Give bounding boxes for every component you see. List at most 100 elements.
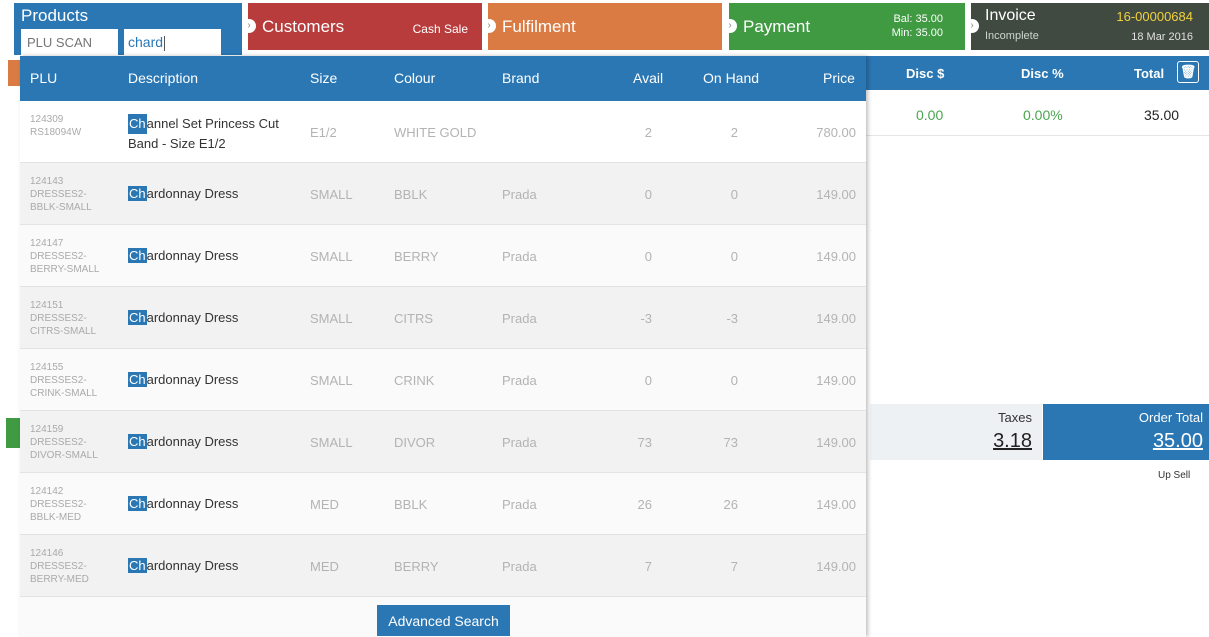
plu-sku-line1: DRESSES2- [30,561,87,572]
result-plu: 124151 DRESSES2- CITRS-SMALL [30,299,126,338]
result-size: SMALL [310,373,353,388]
text-cursor [164,35,166,51]
result-avail: 0 [644,373,652,388]
col-description: Description [128,70,199,86]
chevron-right-icon: › [723,19,737,33]
plu-sku-line2: BBLK-SMALL [30,202,92,213]
search-match-highlight: Ch [128,372,147,387]
result-avail: 2 [644,125,652,140]
result-size: SMALL [310,435,353,450]
result-plu: 124147 DRESSES2- BERRY-SMALL [30,237,126,276]
result-size: MED [310,559,339,574]
result-avail: 73 [637,435,652,450]
advanced-search-button[interactable]: Advanced Search [377,605,510,636]
plu-sku-line1: DRESSES2- [30,189,87,200]
line-disc-percent[interactable]: 0.00% [1023,107,1063,123]
result-price: 149.00 [816,559,856,574]
result-on-hand: 0 [730,187,738,202]
plu-sku-line1: RS18094W [30,127,82,138]
product-search-input[interactable]: chard [124,29,221,55]
result-colour: CRINK [394,373,435,388]
product-result-row[interactable]: 124159 DRESSES2- DIVOR-SMALL Chardonnay Dre… [20,411,866,473]
disc-percent-header: Disc % [1021,66,1064,81]
plu-sku-line2: BERRY-MED [30,574,89,585]
chevron-right-icon: › [965,19,979,33]
plu-sku-line2: CRINK-SMALL [30,388,98,399]
plu-sku-line2: DIVOR-SMALL [30,450,98,461]
step-invoice[interactable]: › Invoice Incomplete 16-00000684 18 Mar … [965,3,1209,50]
product-result-row[interactable]: 124309 RS18094W Channel Set Princess Cut Ba… [20,101,866,163]
result-colour: BERRY [394,249,439,264]
step-customers[interactable]: › Customers Cash Sale [242,3,482,50]
description-text: ardonnay Dress [146,434,239,449]
product-result-row[interactable]: 124142 DRESSES2- BBLK-MED Chardonnay Dress M… [20,473,866,535]
result-price: 149.00 [816,249,856,264]
product-result-row[interactable]: 124147 DRESSES2- BERRY-SMALL Chardonnay Dre… [20,225,866,287]
payment-label: Payment [743,17,811,36]
result-colour: BERRY [394,559,439,574]
invoice-title: Invoice [985,7,1036,24]
plu-sku-line1: DRESSES2- [30,313,87,324]
search-match-highlight: Ch [128,248,147,263]
taxes-value[interactable]: 3.18 [993,430,1032,452]
line-disc-amount[interactable]: 0.00 [916,107,944,123]
trash-icon[interactable]: 🗑 [1177,61,1199,83]
result-brand: Prada [502,559,537,574]
step-fulfilment[interactable]: › Fulfilment [482,3,722,50]
result-description: Chardonnay Dress [128,248,238,263]
result-price: 149.00 [816,373,856,388]
line-total: 35.00 [1144,107,1180,123]
plu-code: 124147 [30,238,64,249]
result-plu: 124159 DRESSES2- DIVOR-SMALL [30,423,126,462]
description-text: ardonnay Dress [146,186,239,201]
result-avail: -3 [640,311,652,326]
col-price: Price [823,70,855,86]
payment-balance: Bal: 35.00 Min: 35.00 [892,12,943,40]
col-brand: Brand [502,70,540,86]
col-avail: Avail [633,70,664,86]
search-value: chard [128,34,164,50]
search-match-highlight: Ch [128,186,147,201]
up-sell-link[interactable]: Up Sell [1158,470,1191,481]
result-plu: 124309 RS18094W [30,113,126,139]
order-line-row[interactable]: 0.00 0.00% 35.00 [866,92,1209,136]
step-products[interactable]: Products chard [14,3,242,55]
dropdown-header: PLU Description Size Colour Brand Avail … [20,56,866,101]
plu-sku-line1: DRESSES2- [30,437,87,448]
invoice-status: Incomplete [985,30,1039,42]
result-colour: BBLK [394,497,428,512]
result-price: 149.00 [816,497,856,512]
product-result-row[interactable]: 124143 DRESSES2- BBLK-SMALL Chardonnay Dres… [20,163,866,225]
partial-button-edge [8,60,20,86]
description-text: ardonnay Dress [146,248,239,263]
product-search-dropdown: PLU Description Size Colour Brand Avail … [20,56,866,637]
step-payment[interactable]: › Payment Bal: 35.00 Min: 35.00 [723,3,965,50]
product-result-row[interactable]: 124146 DRESSES2- BERRY-MED Chardonnay Dress… [20,535,866,597]
chevron-right-icon: › [482,19,496,33]
result-avail: 7 [644,559,652,574]
order-total-label: Order Total [1138,410,1203,425]
taxes-box: Taxes 3.18 [870,404,1042,460]
result-price: 149.00 [816,187,856,202]
plu-code: 124143 [30,176,64,187]
result-brand: Prada [502,311,537,326]
disc-amount-header: Disc $ [906,66,945,81]
result-on-hand: 0 [730,249,738,264]
result-brand: Prada [502,497,537,512]
result-size: SMALL [310,311,353,326]
customers-label: Customers [262,17,345,36]
plu-scan-input[interactable] [21,29,118,55]
result-colour: BBLK [394,187,428,202]
result-avail: 26 [637,497,652,512]
products-title: Products [21,6,89,25]
order-total-value[interactable]: 35.00 [1152,430,1203,452]
plu-code: 124151 [30,300,64,311]
plu-code: 124159 [30,424,64,435]
search-match-highlight: Ch [128,114,147,134]
product-result-row[interactable]: 124155 DRESSES2- CRINK-SMALL Chardonnay Dre… [20,349,866,411]
fulfilment-label: Fulfilment [502,17,576,36]
result-on-hand: 73 [723,435,738,450]
invoice-date: 18 Mar 2016 [1131,31,1193,43]
product-result-row[interactable]: 124151 DRESSES2- CITRS-SMALL Chardonnay Dre… [20,287,866,349]
plu-sku-line2: CITRS-SMALL [30,326,97,337]
